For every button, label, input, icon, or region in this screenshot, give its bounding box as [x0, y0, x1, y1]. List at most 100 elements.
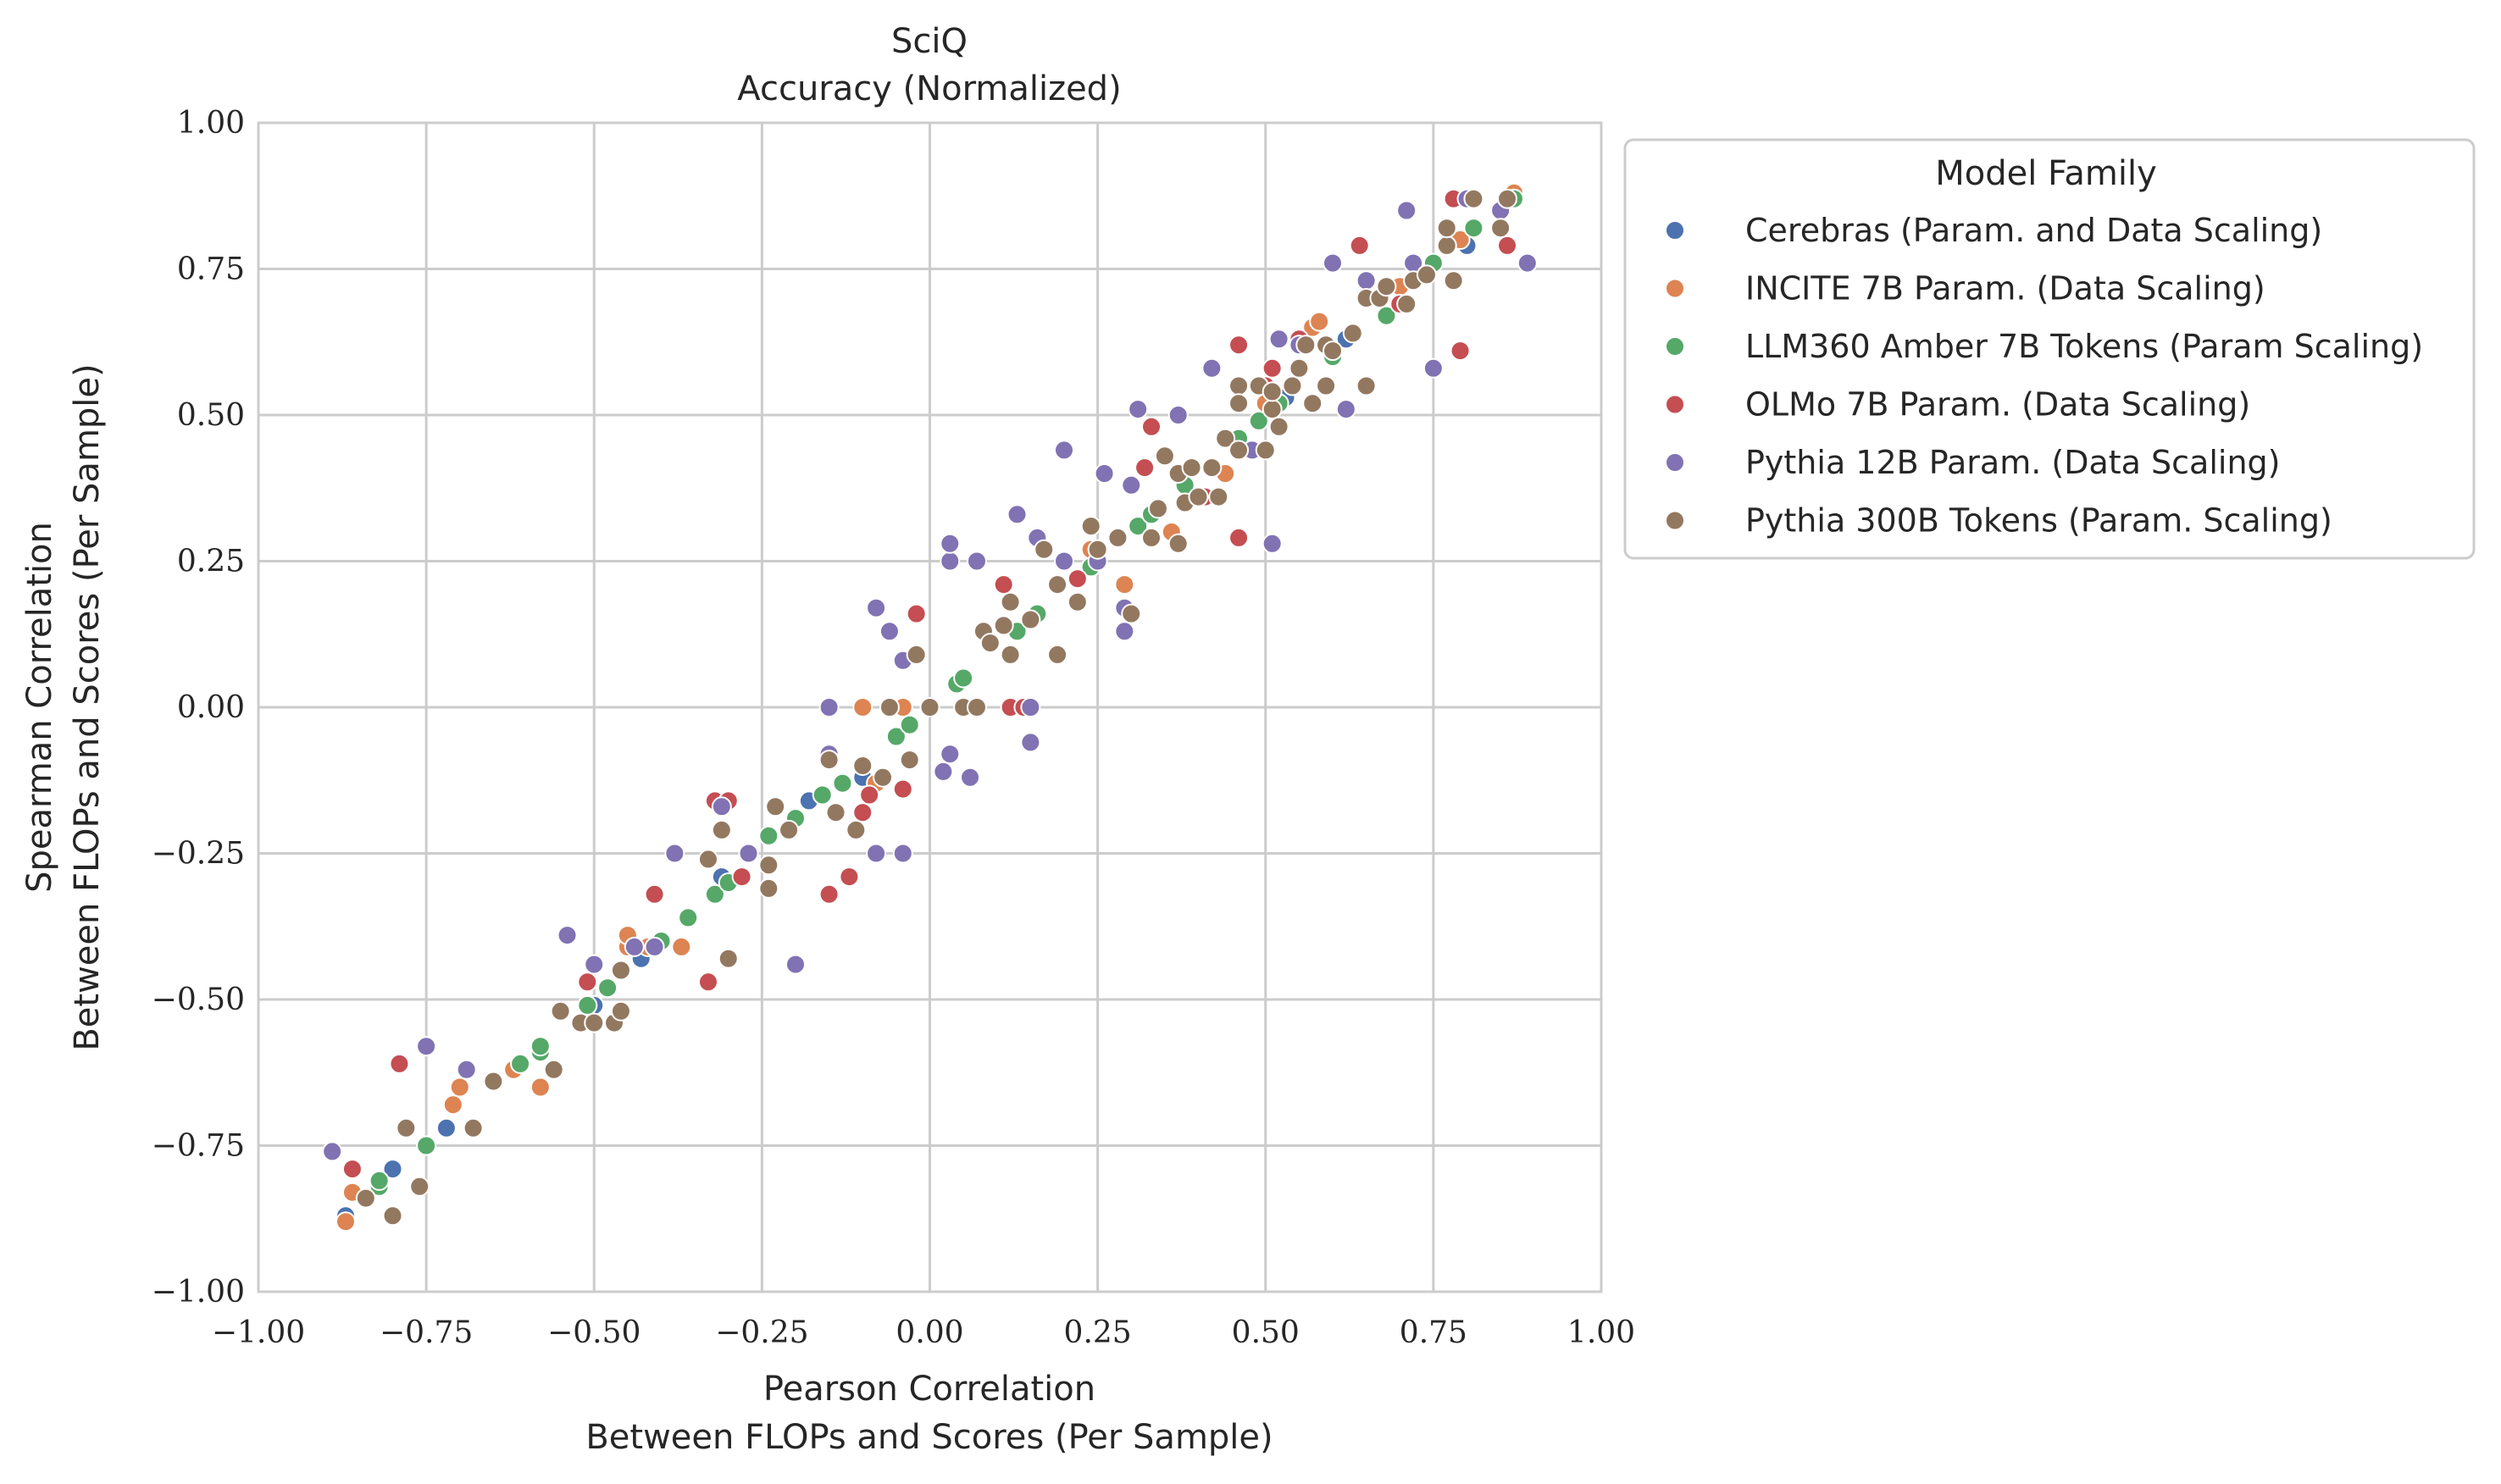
data-point-series-3	[1262, 357, 1283, 379]
data-point-series-5	[1316, 375, 1337, 396]
data-point-series-4	[738, 843, 759, 864]
legend-entry-label: Cerebras (Param. and Data Scaling)	[1745, 212, 2322, 249]
data-point-series-4	[644, 936, 665, 957]
data-point-series-5	[1181, 457, 1202, 479]
data-point-series-5	[1208, 486, 1229, 507]
chart-subtitle: Accuracy (Normalized)	[737, 69, 1121, 108]
data-point-series-5	[846, 819, 867, 840]
data-point-series-4	[1006, 504, 1028, 525]
data-point-series-5	[1490, 218, 1511, 239]
y-tick-label: 0.75	[177, 252, 245, 287]
data-point-series-3	[1141, 416, 1162, 437]
data-point-series-5	[409, 1176, 430, 1197]
plot-frame	[257, 121, 1603, 1293]
data-point-series-5	[1047, 574, 1068, 595]
data-point-series-4	[1335, 399, 1356, 420]
data-point-series-5	[697, 849, 718, 870]
data-point-series-5	[1262, 399, 1283, 420]
data-point-series-5	[1342, 323, 1363, 344]
data-point-series-1	[1114, 574, 1135, 595]
x-tick-label: 0.50	[1232, 1315, 1300, 1350]
data-point-series-4	[818, 697, 840, 717]
data-point-series-4	[940, 533, 961, 554]
data-point-series-3	[859, 784, 880, 806]
data-point-series-5	[1087, 539, 1108, 560]
data-point-series-1	[442, 1094, 463, 1116]
data-point-series-5	[1282, 375, 1303, 396]
data-point-series-4	[1054, 440, 1074, 461]
data-point-series-5	[1107, 527, 1128, 548]
data-point-series-4	[624, 936, 645, 957]
data-point-series-3	[1134, 457, 1156, 479]
data-point-series-5	[1067, 591, 1088, 612]
data-point-series-5	[718, 948, 739, 969]
data-point-series-2	[953, 667, 974, 689]
legend-title: Model Family	[1935, 154, 2157, 193]
data-point-series-5	[1356, 375, 1377, 396]
data-point-series-4	[940, 744, 961, 765]
data-point-series-5	[1228, 393, 1250, 414]
data-point-series-5	[758, 878, 779, 899]
data-point-series-5	[765, 796, 786, 817]
data-point-series-3	[1349, 235, 1370, 256]
data-point-series-4	[1517, 252, 1538, 274]
data-point-series-3	[906, 603, 927, 624]
data-point-series-4	[1422, 357, 1444, 379]
y-axis-label-line2: Between FLOPs and Scores (Per Sample)	[68, 363, 107, 1050]
data-point-series-5	[1080, 516, 1101, 537]
data-point-series-4	[557, 925, 578, 946]
data-point-series-2	[704, 883, 725, 905]
data-point-series-5	[1295, 335, 1317, 356]
legend-entry-label: Pythia 300B Tokens (Param. Scaling)	[1745, 502, 2332, 540]
data-point-series-4	[866, 843, 887, 864]
data-point-series-5	[1167, 533, 1189, 554]
data-point-series-4	[1020, 732, 1041, 753]
data-points	[322, 182, 1538, 1232]
data-point-series-2	[1463, 218, 1484, 239]
data-point-series-3	[731, 867, 752, 888]
data-point-series-5	[1255, 440, 1276, 461]
data-point-series-5	[610, 960, 631, 981]
y-tick-label: 1.00	[177, 106, 245, 141]
data-point-series-2	[369, 1170, 390, 1191]
y-tick-label: −0.75	[152, 1129, 245, 1164]
data-point-series-5	[463, 1117, 484, 1138]
data-point-series-4	[1323, 252, 1343, 274]
legend-entry-label: INCITE 7B Param. (Data Scaling)	[1745, 270, 2265, 307]
data-point-series-5	[382, 1205, 403, 1227]
data-point-series-1	[852, 697, 873, 717]
data-point-series-1	[336, 1211, 357, 1232]
data-point-series-2	[597, 977, 618, 999]
data-point-series-5	[1323, 341, 1343, 362]
data-point-series-5	[1201, 457, 1223, 479]
data-point-series-5	[711, 819, 732, 840]
data-point-series-5	[1416, 264, 1437, 285]
data-point-series-2	[530, 1036, 551, 1057]
data-point-series-4	[1121, 474, 1142, 496]
data-point-series-5	[979, 633, 1001, 654]
data-point-series-5	[1443, 270, 1464, 291]
data-point-series-2	[758, 825, 779, 846]
data-point-series-5	[966, 697, 987, 717]
x-tick-label: −1.00	[212, 1315, 305, 1350]
data-point-series-4	[966, 551, 987, 572]
data-point-series-3	[1228, 527, 1250, 548]
data-point-series-4	[1094, 463, 1115, 484]
data-point-series-5	[1121, 603, 1142, 624]
chart-title: SciQ	[891, 22, 968, 61]
data-point-series-5	[584, 1012, 605, 1033]
data-point-series-4	[1054, 551, 1074, 572]
data-point-series-5	[610, 1000, 631, 1022]
data-point-series-5	[1000, 591, 1021, 612]
y-axis-label-line1: Spearman Correlation	[20, 522, 59, 893]
data-point-series-3	[1228, 335, 1250, 356]
y-tick-labels: −1.00 −0.75 −0.50 −0.25 0.00 0.25 0.50 0.75 1.00	[152, 106, 245, 1310]
legend: Model Family Cerebras (Param. and Data S…	[1623, 138, 2476, 560]
data-point-series-5	[1147, 498, 1168, 519]
data-point-series-1	[1309, 311, 1330, 332]
data-point-series-5	[779, 819, 800, 840]
data-point-series-4	[1268, 329, 1289, 350]
legend-marker	[1665, 278, 1685, 299]
